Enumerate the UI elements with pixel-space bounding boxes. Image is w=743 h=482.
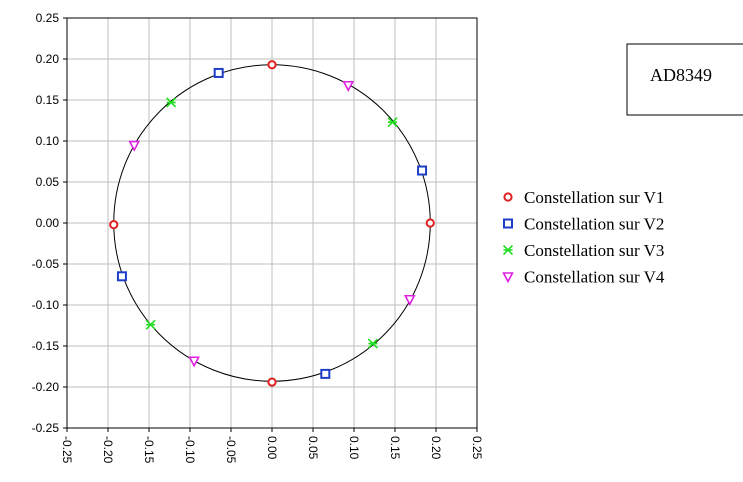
x-tick-label: 0.05 <box>306 436 320 460</box>
data-point-v1 <box>267 60 277 70</box>
x-tick-label: -0.10 <box>183 436 197 464</box>
x-tick-label: -0.05 <box>224 436 238 464</box>
x-tick-label: -0.20 <box>101 436 115 464</box>
x-tick-label: 0.20 <box>429 436 443 460</box>
data-point-v2 <box>213 67 224 78</box>
legend: Constellation sur V1 Constellation sur V2… <box>502 188 665 287</box>
y-tick-label: -0.20 <box>32 380 60 394</box>
y-tick-label: 0.00 <box>36 216 60 230</box>
axis-ticks: -0.25 -0.20 -0.15 -0.10 -0.05 0.00 0.05 0.10 0.1… <box>32 11 484 464</box>
legend-label-v4: Constellation sur V4 <box>524 268 665 287</box>
legend-label-v2: Constellation sur V2 <box>524 215 664 234</box>
x-tick-label: -0.25 <box>60 436 74 464</box>
data-point-v1 <box>267 377 277 387</box>
legend-marker-v3 <box>502 244 514 256</box>
y-tick-label: 0.10 <box>36 134 60 148</box>
data-point-v4 <box>403 294 416 306</box>
y-tick-label: -0.25 <box>32 421 60 435</box>
x-tick-label: 0.00 <box>265 436 279 460</box>
y-tick-label: 0.15 <box>36 93 60 107</box>
data-point-v3 <box>387 117 398 128</box>
data-point-v2 <box>320 368 331 379</box>
data-point-v4 <box>128 140 141 152</box>
chart-title: AD8349 <box>650 65 712 85</box>
y-tick-label: -0.15 <box>32 339 60 353</box>
y-tick-label: 0.25 <box>36 11 60 25</box>
grid <box>67 18 477 428</box>
legend-marker-v1 <box>503 192 513 202</box>
legend-label-v3: Constellation sur V3 <box>524 241 664 260</box>
y-tick-label: 0.20 <box>36 52 60 66</box>
data-point-v1 <box>109 220 119 230</box>
x-tick-label: -0.15 <box>142 436 156 464</box>
data-point-v4 <box>342 80 355 92</box>
title-box <box>626 43 743 116</box>
y-tick-label: 0.05 <box>36 175 60 189</box>
y-tick-label: -0.05 <box>32 257 60 271</box>
x-tick-label: 0.15 <box>388 436 402 460</box>
legend-marker-v4 <box>502 272 514 284</box>
legend-marker-v2 <box>503 218 513 229</box>
data-point-v2 <box>116 271 127 282</box>
data-point-v1 <box>425 218 435 228</box>
data-point-v3 <box>145 319 156 330</box>
legend-label-v1: Constellation sur V1 <box>524 188 664 207</box>
data-point-v4 <box>188 356 200 368</box>
data-point-v2 <box>417 165 428 176</box>
x-tick-label: 0.25 <box>470 436 484 460</box>
data-point-v3 <box>166 97 177 108</box>
x-tick-label: 0.10 <box>347 436 361 460</box>
y-tick-label: -0.10 <box>32 298 60 312</box>
data-points <box>109 60 435 387</box>
data-point-v3 <box>367 338 378 349</box>
